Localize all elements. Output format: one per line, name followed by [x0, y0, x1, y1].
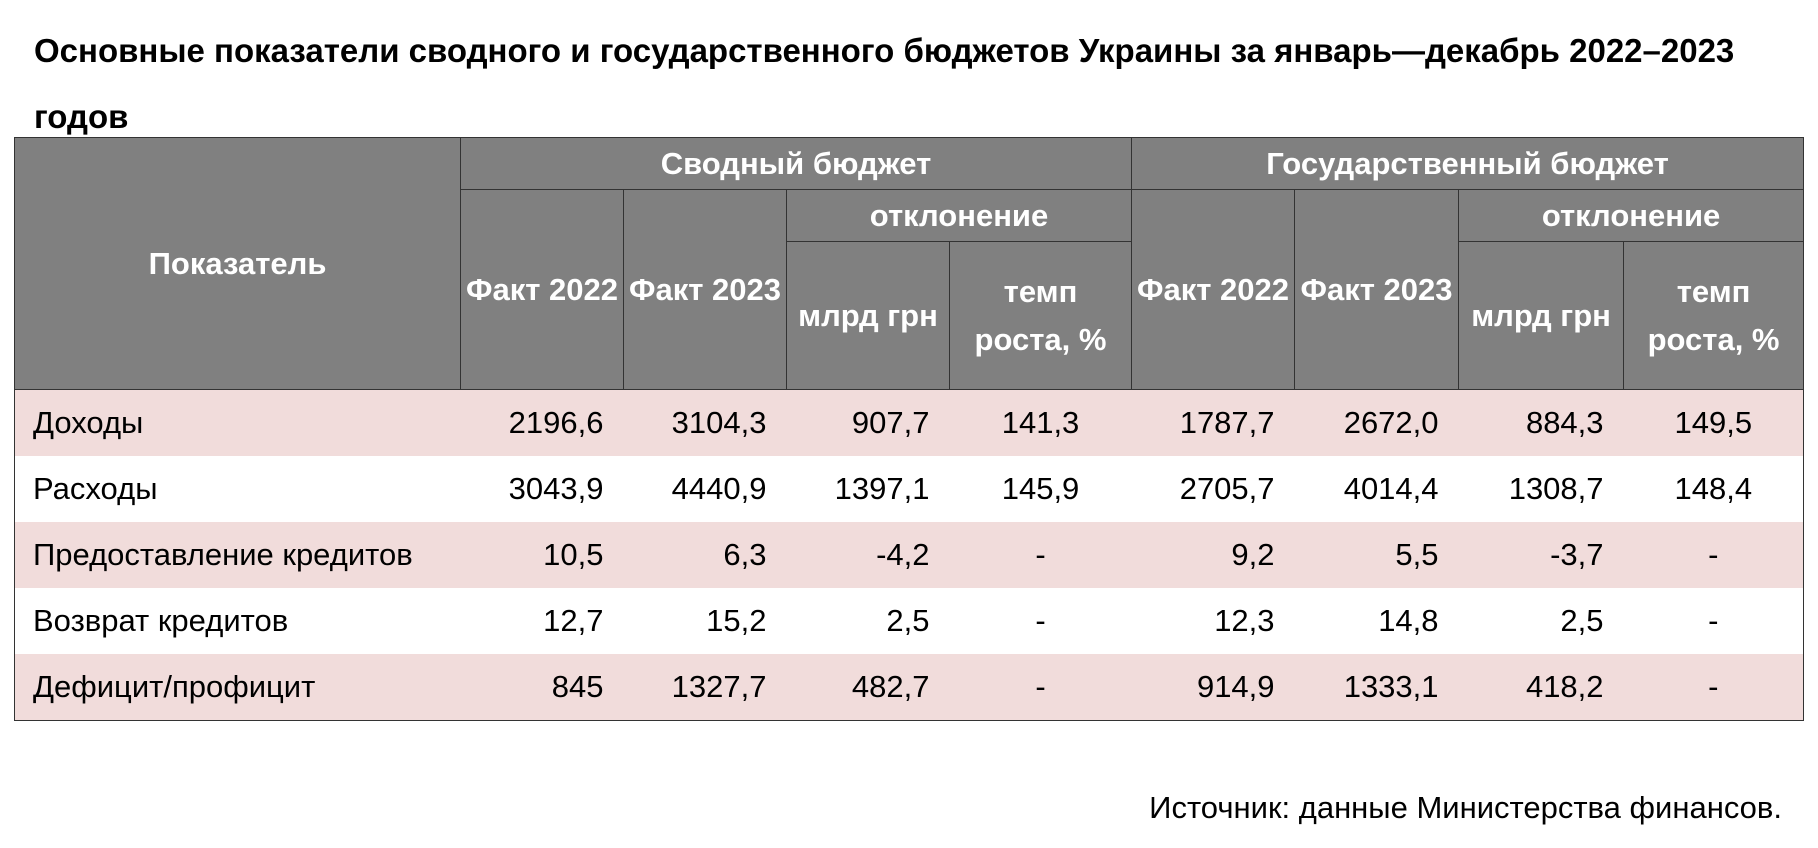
cell-value: 2,5	[886, 603, 930, 638]
column-header: млрд грн	[1458, 241, 1625, 390]
column-header: млрд грн	[786, 241, 950, 390]
cell-value: 14,8	[1378, 603, 1439, 638]
cell-value: 907,7	[786, 389, 950, 456]
cell-value: 148,4	[1674, 471, 1753, 506]
cell-value: -	[1708, 603, 1719, 638]
cell-value: 3104,3	[623, 389, 787, 456]
table-row: Возврат кредитов 12,7 15,2 2,5 - 12,3 14,8 2,5 -	[15, 588, 1804, 654]
column-header: Факт 2023	[1294, 189, 1460, 390]
group-header: Сводный бюджет	[459, 137, 1133, 190]
row-label: Дефицит/профицит	[14, 654, 461, 721]
row-label: Возврат кредитов	[33, 603, 289, 638]
row-label: Доходы	[14, 389, 461, 456]
cell-value: 6,3	[623, 522, 787, 588]
budget-table: Показатель Сводный бюджет Государственны…	[14, 137, 1805, 721]
cell-value: 2705,7	[1179, 471, 1275, 506]
cell-value: 1333,1	[1294, 654, 1459, 721]
group-header: Государственный бюджет	[1131, 137, 1805, 190]
cell-value: -	[949, 522, 1132, 588]
cell-value: 2,5	[1560, 603, 1604, 638]
column-header: Факт 2022	[1131, 189, 1296, 390]
table-row: Доходы 2196,6 3104,3 907,7 141,3 1787,7 2672,0…	[14, 389, 1804, 456]
table-row: Дефицит/профицит 845 1327,7 482,7-914,9 1333…	[14, 654, 1804, 721]
deviation-header: отклонение	[785, 189, 1133, 242]
cell-value: 5,5	[1294, 522, 1459, 588]
cell-value: 845	[460, 654, 624, 721]
deviation-header: отклонение	[1458, 189, 1805, 242]
cell-value: 141,3	[949, 389, 1132, 456]
cell-value: -	[1035, 603, 1046, 638]
cell-value: 1327,7	[623, 654, 787, 721]
column-header: Факт 2023	[623, 189, 787, 390]
cell-value: 12,7	[543, 603, 604, 638]
source-note: Источник: данные Министерства финансов.	[1149, 790, 1782, 825]
table-row: Расходы 3043,9 4440,9 1397,1 145,9 2705,7 4014…	[15, 456, 1804, 522]
cell-value: 15,2	[706, 603, 767, 638]
indicator-header: Показатель	[14, 137, 461, 390]
cell-value: 2672,0	[1294, 389, 1459, 456]
cell-value: 10,5	[460, 522, 624, 588]
cell-value: 4440,9	[671, 471, 767, 506]
cell-value: 4014,4	[1343, 471, 1439, 506]
row-label: Предоставление кредитов	[14, 522, 461, 588]
cell-value: 145,9	[1001, 471, 1080, 506]
cell-value: 884,3	[1458, 389, 1624, 456]
cell-value: 9,2	[1131, 522, 1295, 588]
cell-value: -	[949, 654, 1132, 721]
row-label: Расходы	[33, 471, 158, 506]
cell-value: 1787,7	[1131, 389, 1295, 456]
cell-value: 914,9	[1131, 654, 1295, 721]
cell-value: 1397,1	[834, 471, 930, 506]
column-header: темп роста, %	[948, 241, 1133, 390]
cell-value: 418,2	[1458, 654, 1624, 721]
table-body: Доходы 2196,6 3104,3 907,7 141,3 1787,7 2672,0…	[14, 389, 1804, 721]
cell-value: -	[1623, 654, 1804, 721]
cell-value: -4,2	[786, 522, 950, 588]
table-row: Предоставление кредитов 10,5 6,3 -4,2-9,2 5,…	[14, 522, 1804, 588]
cell-value: 3043,9	[508, 471, 604, 506]
cell-value: 1308,7	[1508, 471, 1604, 506]
cell-value: -	[1623, 522, 1804, 588]
column-header: темп роста, %	[1623, 241, 1805, 390]
cell-value: 2196,6	[460, 389, 624, 456]
title: Основные показатели сводного и государст…	[34, 32, 1735, 135]
cell-value: 149,5	[1623, 389, 1804, 456]
cell-value: 12,3	[1214, 603, 1275, 638]
cell-value: -3,7	[1458, 522, 1624, 588]
cell-value: 482,7	[786, 654, 950, 721]
column-header: Факт 2022	[460, 189, 624, 390]
